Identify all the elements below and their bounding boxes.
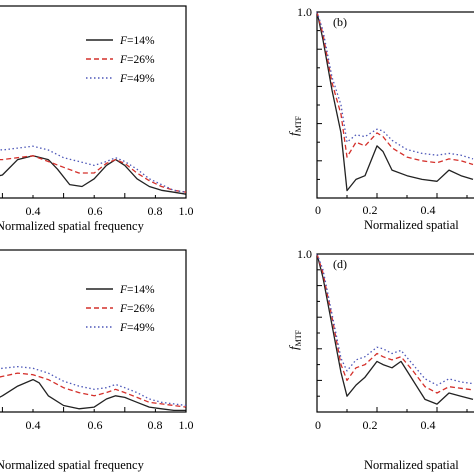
x-tick: 0.4: [421, 418, 436, 432]
series-line-f14: [316, 11, 474, 192]
x-axis-label: Normalized spatial: [364, 458, 459, 472]
y-axis-label: fMTF: [286, 115, 303, 136]
y-tick: 1.0: [297, 5, 312, 19]
series-line-f26: [316, 253, 474, 394]
legend-label-f26: F=26%: [119, 303, 155, 315]
x-axis-label: Normalized spatial: [364, 218, 459, 232]
series-line-f14: [316, 253, 474, 405]
legend-label-f49: F=49%: [119, 73, 155, 85]
x-axis-label: Normalized spatial frequency: [0, 458, 145, 472]
series-line-f14: [0, 155, 187, 195]
series-line-f26: [0, 372, 187, 408]
x-tick: 0: [315, 203, 321, 217]
x-tick: 0.2: [363, 203, 378, 217]
x-axis-label: Normalized spatial frequency: [0, 219, 145, 233]
series-line-f26: [0, 155, 187, 193]
plot-frame: [0, 5, 187, 199]
panel-c: 0.4 0.6 0.8 1.0 Normalized spatial frequ…: [0, 249, 194, 472]
legend: F=14% F=26% F=49%: [86, 35, 155, 85]
y-tick: 1.0: [297, 247, 312, 261]
series-line-f49: [0, 365, 187, 407]
x-tick: 1.0: [179, 418, 194, 432]
plot-frame: [0, 249, 187, 413]
plot-frame: [316, 253, 474, 413]
panel-a: 0.4 0.6 0.8 1.0 Normalized spatial frequ…: [0, 5, 194, 233]
legend-label-f14: F=14%: [119, 35, 155, 47]
series-line-f49: [0, 145, 187, 193]
panel-label: (d): [333, 257, 347, 271]
x-tick: 0.2: [363, 418, 378, 432]
x-tick: 0: [315, 418, 321, 432]
x-tick: 0.6: [88, 418, 103, 432]
series-line-f26: [316, 11, 474, 166]
panel-d: (d) 1.0 0 0.2 0.4 Normalized spatial fMT…: [286, 247, 474, 472]
x-tick: 0.4: [26, 418, 41, 432]
series-line-f49: [316, 253, 474, 386]
series-line-f49: [316, 11, 474, 160]
series-line-f14: [0, 378, 186, 412]
y-axis-label: fMTF: [286, 329, 303, 350]
legend-label-f49: F=49%: [119, 322, 155, 334]
x-tick: 0.8: [148, 204, 163, 218]
x-tick: 0.4: [26, 204, 41, 218]
panel-label: (b): [333, 15, 347, 29]
legend-label-f26: F=26%: [119, 54, 155, 66]
x-tick: 0.8: [148, 418, 163, 432]
panel-b: (b) 1.0 0 0.2 0.4 Normalized spatial fMT…: [286, 5, 474, 232]
legend: F=14% F=26% F=49%: [86, 284, 155, 334]
x-tick: 0.6: [88, 204, 103, 218]
x-tick: 1.0: [179, 204, 194, 218]
x-tick: 0.4: [421, 203, 436, 217]
legend-label-f14: F=14%: [119, 284, 155, 296]
